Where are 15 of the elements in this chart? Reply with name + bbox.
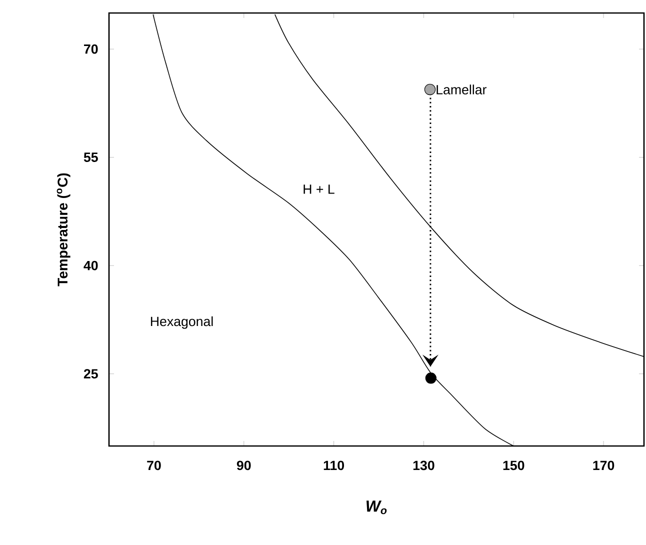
y-axis-title: Temperature ($^{o}$C) (56, 173, 70, 286)
y-tick-label: 40 (84, 260, 98, 270)
x-tick-label: 150 (503, 460, 524, 470)
annotation: H + L (304, 184, 334, 194)
annotation: Lamellar (436, 84, 487, 94)
x-tick-label: 90 (236, 460, 251, 470)
x-tick-label: 70 (147, 460, 161, 470)
x-tick-label: 130 (413, 460, 434, 470)
x-tick-label: 170 (593, 460, 614, 470)
x-tick-label: 110 (324, 460, 344, 470)
y-tick-label: 70 (84, 44, 98, 54)
y-tick-label: 25 (84, 369, 98, 379)
annotation: Hexagonal (150, 316, 213, 329)
y-tick-label: 55 (84, 152, 98, 162)
x-axis-title: W$_{o}$ (366, 500, 387, 514)
